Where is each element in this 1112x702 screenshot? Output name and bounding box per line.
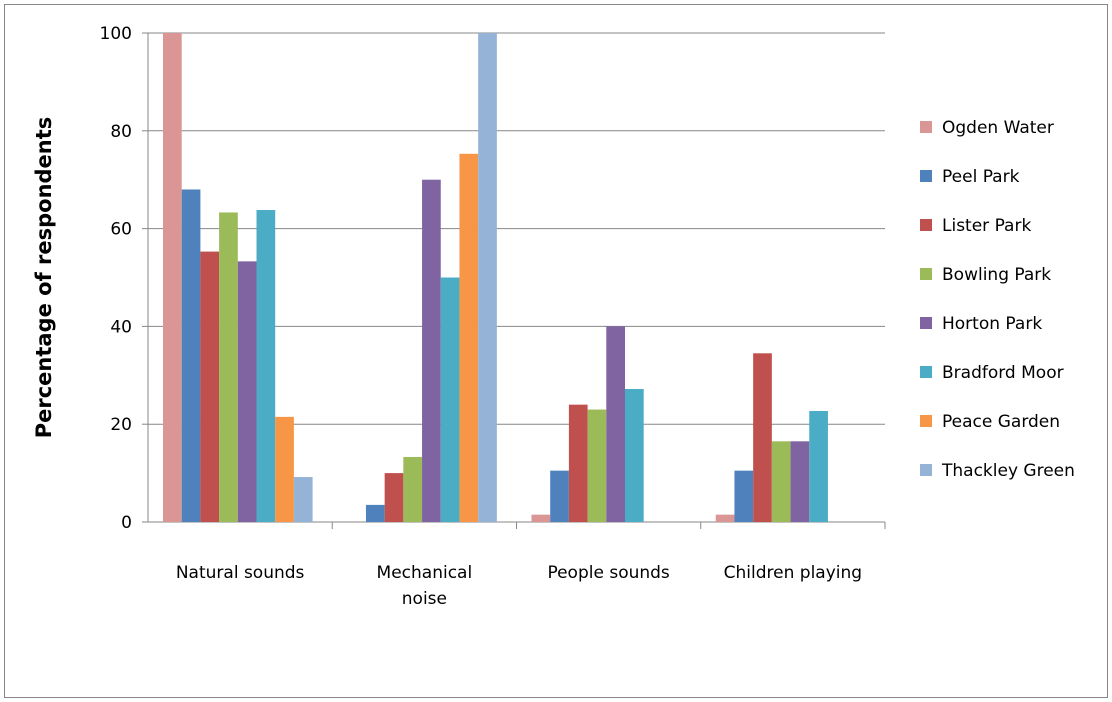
bar — [422, 179, 441, 522]
bar — [275, 416, 294, 522]
bar — [384, 473, 404, 522]
x-tick-label: Natural sounds — [176, 563, 305, 583]
legend-swatch — [920, 366, 932, 378]
bar — [478, 33, 497, 522]
bar — [606, 326, 625, 522]
legend-label: Peel Park — [942, 167, 1020, 187]
bar — [753, 353, 772, 522]
bar — [587, 409, 607, 522]
bar — [790, 441, 810, 522]
bar — [365, 504, 385, 522]
y-tick-label: 100 — [100, 24, 132, 44]
legend-swatch — [920, 415, 932, 427]
bar — [568, 404, 588, 522]
bar — [293, 477, 313, 522]
legend-swatch — [920, 464, 932, 476]
y-tick-label: 60 — [110, 220, 132, 240]
bar — [625, 388, 644, 522]
bar — [403, 456, 423, 522]
legend-label: Peace Garden — [942, 412, 1060, 432]
bar — [237, 261, 257, 522]
y-tick-label: 0 — [121, 513, 132, 533]
x-tick-label: Mechanical noise — [377, 563, 473, 609]
bar — [771, 441, 791, 522]
y-tick-label: 80 — [110, 122, 132, 142]
legend-label: Horton Park — [942, 314, 1042, 334]
legend-label: Bowling Park — [942, 265, 1051, 285]
legend-label: Thackley Green — [941, 461, 1075, 481]
bar — [531, 514, 551, 522]
legend-label: Bradford Moor — [942, 363, 1064, 383]
legend-swatch — [920, 268, 932, 280]
legend-swatch — [920, 170, 932, 182]
legend-swatch — [920, 317, 932, 329]
legend-label: Ogden Water — [942, 118, 1054, 138]
bar — [256, 210, 276, 522]
bar — [550, 470, 569, 522]
bar — [219, 212, 238, 522]
bar — [459, 153, 479, 522]
bar — [734, 470, 754, 522]
legend-swatch — [920, 121, 932, 133]
bar — [200, 251, 220, 522]
x-tick-label: Children playing — [724, 563, 862, 583]
bar — [809, 410, 828, 522]
bar — [715, 514, 735, 522]
y-tick-label: 20 — [110, 415, 132, 435]
bar — [181, 189, 201, 523]
x-tick-label: People sounds — [547, 563, 669, 583]
legend-swatch — [920, 219, 932, 231]
legend-label: Lister Park — [942, 216, 1031, 236]
bar — [440, 277, 460, 522]
bar — [163, 33, 182, 522]
y-tick-label: 40 — [110, 317, 132, 337]
y-axis-label: Percentage of respondents — [32, 117, 56, 439]
